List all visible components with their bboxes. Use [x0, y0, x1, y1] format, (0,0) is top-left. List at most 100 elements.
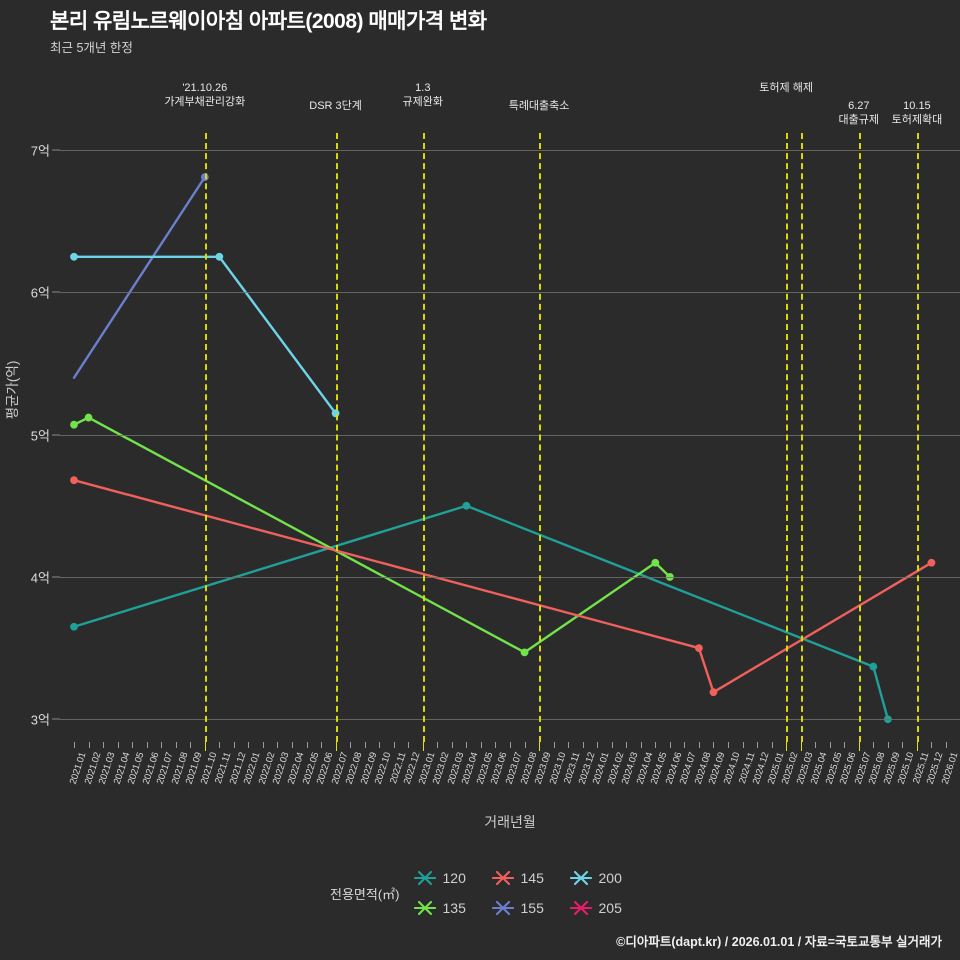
- series-point-120: [462, 501, 471, 510]
- y-gridline: [60, 292, 960, 294]
- event-title: 특례대출축소: [508, 100, 570, 112]
- event-marker-line: [916, 133, 919, 742]
- footer-credit: ©디아파트(dapt.kr) / 2026.01.01 / 자료=국토교통부 실…: [616, 935, 942, 949]
- x-axis-tick: [815, 742, 817, 748]
- y-axis-tick-label: 4억: [30, 570, 50, 586]
- y-gridline: [60, 576, 960, 578]
- x-axis-tick: [103, 742, 105, 748]
- x-axis-tick: [771, 742, 773, 748]
- series-point-120: [70, 622, 78, 631]
- x-axis-tick: [742, 742, 744, 748]
- legend-marker-icon: [569, 870, 592, 886]
- x-axis: 2021.01 2021.02 2021.03 2021.04 2021.05 2021.…: [60, 742, 960, 832]
- event-marker-label: 특례대출축소: [509, 99, 570, 113]
- chart-subtitle: 최근 5개년 한정: [50, 41, 133, 55]
- chart-header: 본리 유림노르웨이아침 아파트(2008) 매매가격 변화 최근 5개년 한정: [50, 8, 950, 56]
- x-axis-tick: [350, 742, 352, 748]
- y-axis-tick: [52, 718, 60, 720]
- event-marker-line: [335, 133, 338, 742]
- x-axis-tick: [175, 742, 177, 748]
- x-axis-tick: [640, 742, 642, 748]
- x-axis-tick: [204, 742, 206, 751]
- event-title: 규제완화: [402, 96, 444, 108]
- x-axis-tick: [495, 742, 497, 748]
- x-axis-tick: [437, 742, 439, 748]
- event-marker-label: 토허제 해제: [759, 81, 813, 95]
- event-marker-label: 10.15 토허제확대: [892, 99, 943, 127]
- series-point-200: [70, 252, 78, 261]
- x-axis-tick: [539, 742, 541, 751]
- x-axis-tick: [669, 742, 671, 748]
- x-axis-tick: [946, 742, 947, 748]
- event-marker-line: [858, 133, 861, 742]
- legend-label: 155: [520, 900, 544, 916]
- y-gridline: [60, 719, 960, 721]
- x-axis-tick: [728, 742, 729, 748]
- series-point-145: [70, 476, 78, 485]
- event-date: 10.15: [903, 100, 931, 112]
- x-axis-tick: [379, 742, 381, 748]
- event-title: 가계부채관리강화: [164, 96, 246, 108]
- legend-label: 200: [598, 870, 622, 886]
- legend-label: 120: [442, 870, 466, 886]
- legend-item-155[interactable]: 155: [491, 900, 570, 916]
- legend-item-200[interactable]: 200: [569, 870, 648, 886]
- y-gridline: [60, 434, 960, 436]
- event-title: 토허제 해제: [759, 82, 813, 94]
- event-title: 대출규제: [838, 114, 880, 126]
- x-axis-tick: [88, 742, 90, 748]
- x-axis-tick: [524, 742, 526, 748]
- legend-item-205[interactable]: 205: [569, 900, 648, 916]
- series-point-120: [869, 662, 878, 671]
- event-marker-line: [204, 133, 207, 742]
- legend-marker-icon: [413, 900, 436, 916]
- legend-title: 전용면적(㎡): [330, 886, 400, 902]
- x-axis-tick: [335, 742, 337, 751]
- x-axis-tick: [684, 742, 686, 748]
- y-axis-tick: [52, 149, 60, 151]
- x-axis-tick: [829, 742, 831, 748]
- x-axis-tick: [146, 742, 148, 748]
- y-axis-tick-label: 7억: [30, 143, 50, 159]
- event-title: DSR 3단계: [309, 100, 362, 112]
- x-axis-tick: [233, 742, 235, 748]
- series-point-145: [709, 688, 718, 697]
- legend-marker-icon: [491, 900, 514, 916]
- event-marker-line: [800, 133, 803, 742]
- x-axis-tick: [161, 742, 163, 748]
- x-axis-tick: [321, 742, 323, 748]
- x-axis-tick: [902, 742, 904, 748]
- x-axis-title: 거래년월: [484, 814, 536, 830]
- x-axis-tick: [292, 742, 293, 748]
- x-axis-tick: [844, 742, 846, 748]
- x-axis-tick: [364, 742, 366, 748]
- legend-item-135[interactable]: 135: [413, 900, 492, 916]
- x-axis-tick: [611, 742, 613, 748]
- x-axis-tick: [74, 742, 75, 748]
- event-date: '21.10.26: [182, 82, 228, 94]
- x-axis-tick: [480, 742, 482, 748]
- y-axis-tick: [52, 291, 60, 293]
- x-axis-tick: [597, 742, 599, 748]
- x-axis-tick: [887, 742, 889, 748]
- x-axis-tick: [422, 742, 424, 751]
- series-point-135: [520, 648, 529, 657]
- x-axis-tick: [553, 742, 555, 748]
- x-axis-tick: [510, 742, 511, 748]
- legend-label: 145: [520, 870, 544, 886]
- legend-item-120[interactable]: 120: [413, 870, 492, 886]
- x-axis-tick: [393, 742, 395, 748]
- event-marker-label: 1.3 규제완화: [403, 81, 443, 109]
- y-axis-title-label: 평균가(억): [5, 360, 20, 420]
- event-marker-label: '21.10.26 가계부채관리강화: [164, 81, 245, 109]
- x-axis-tick: [277, 742, 279, 748]
- series-line-120: [72, 504, 890, 721]
- legend-item-145[interactable]: 145: [491, 870, 570, 886]
- x-axis-tick: [786, 742, 788, 751]
- event-marker-line: [539, 133, 542, 742]
- series-point-135: [84, 413, 93, 422]
- x-axis-tick: [248, 742, 250, 748]
- legend-label: 205: [598, 900, 622, 916]
- x-axis-tick: [568, 742, 570, 748]
- y-axis: 7억 6억 5억 4억 3억: [0, 133, 60, 742]
